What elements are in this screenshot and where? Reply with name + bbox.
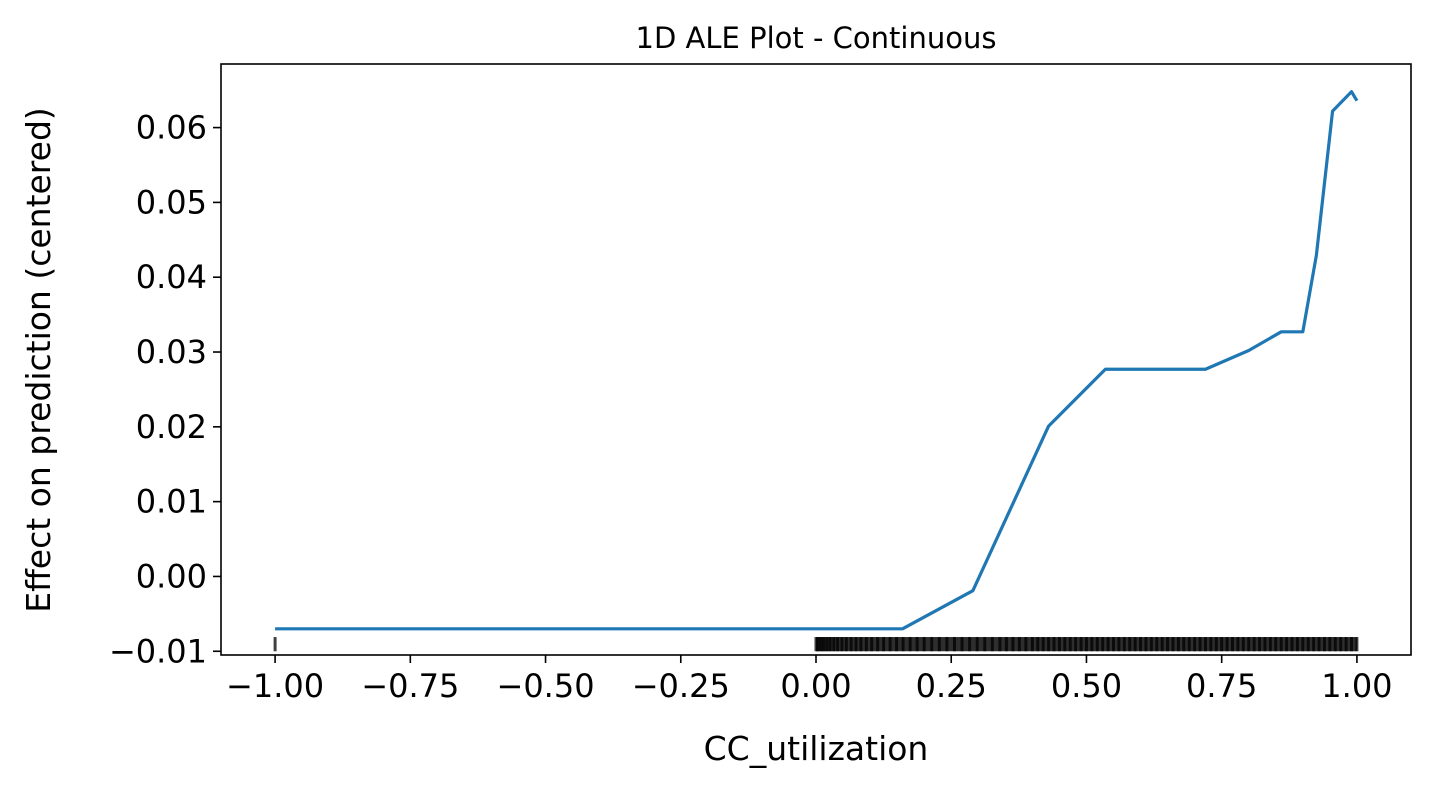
x-tick-label-6: 0.50 bbox=[1051, 667, 1122, 705]
x-tick-label-7: 0.75 bbox=[1186, 667, 1257, 705]
y-axis: −0.01 0.00 0.01 0.02 0.03 0.04 0.05 0.06 bbox=[109, 109, 221, 670]
x-tick-label-2: −0.50 bbox=[497, 667, 595, 705]
x-tick-label-5: 0.25 bbox=[916, 667, 987, 705]
y-tick-label-5: 0.04 bbox=[136, 258, 207, 296]
y-tick-label-6: 0.05 bbox=[136, 183, 207, 221]
x-axis-label: CC_utilization bbox=[704, 729, 929, 768]
x-axis: −1.00 −0.75 −0.50 −0.25 0.00 0.25 0.50 0.75 1.00 bbox=[226, 655, 1393, 705]
y-tick-label-1: 0.00 bbox=[136, 557, 207, 595]
rug-density-band bbox=[816, 637, 1357, 652]
y-tick-label-4: 0.03 bbox=[136, 333, 207, 371]
x-tick-label-4: 0.00 bbox=[780, 667, 851, 705]
chart-title: 1D ALE Plot - Continuous bbox=[636, 21, 997, 55]
y-axis-label: Effect on prediction (centered) bbox=[19, 107, 58, 613]
plot-frame bbox=[220, 63, 1412, 656]
y-tick-label-7: 0.06 bbox=[136, 109, 207, 147]
y-tick-label-0: −0.01 bbox=[109, 632, 207, 670]
x-tick-label-3: −0.25 bbox=[632, 667, 730, 705]
y-tick-label-3: 0.02 bbox=[136, 408, 207, 446]
y-tick-label-2: 0.01 bbox=[136, 483, 207, 521]
rug-plot bbox=[273, 637, 1359, 652]
x-tick-label-1: −0.75 bbox=[361, 667, 459, 705]
x-tick-label-0: −1.00 bbox=[226, 667, 324, 705]
x-tick-label-8: 1.00 bbox=[1321, 667, 1392, 705]
ale-series-line-0 bbox=[275, 90, 1359, 631]
